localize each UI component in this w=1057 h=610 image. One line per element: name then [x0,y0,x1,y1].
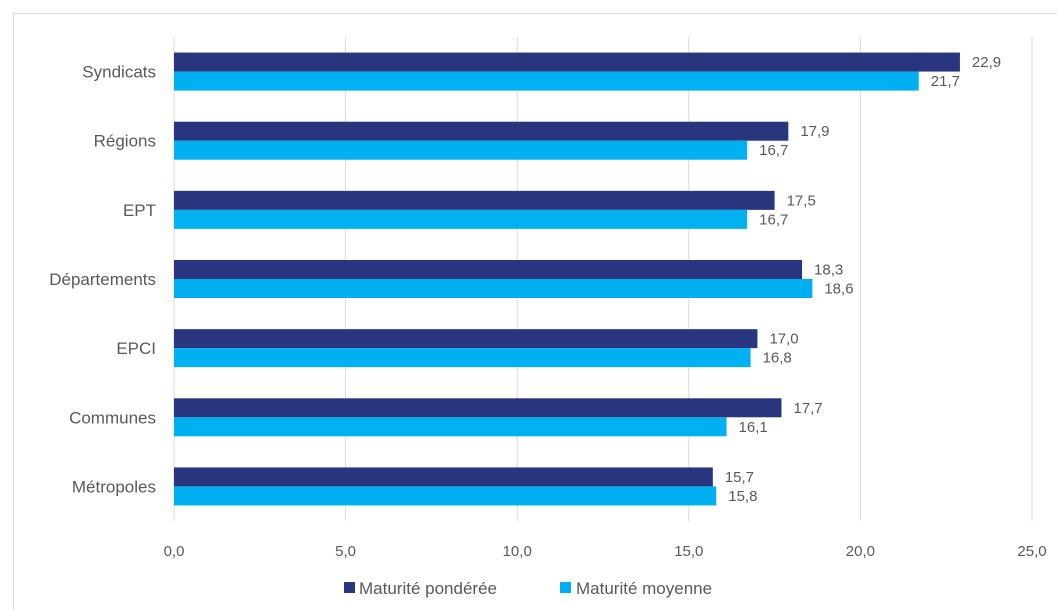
data-label: 16,7 [759,142,788,159]
bar [174,467,713,487]
category-label: Régions [94,132,156,151]
x-tick-label: 5,0 [335,543,356,560]
bar [174,398,782,418]
x-tick-label: 0,0 [164,543,185,560]
data-label: 18,3 [814,262,843,279]
data-label: 18,6 [824,281,853,298]
data-label: 17,0 [769,331,798,348]
x-tick-label: 25,0 [1017,543,1046,560]
bars [174,52,960,506]
data-label: 16,1 [739,419,768,436]
bar [174,329,758,349]
category-labels: Syndicats Régions EPT Départements EPCI Commu… [49,63,156,497]
legend-label-weighted: Maturité pondérée [359,579,497,598]
data-labels: 22,9 21,7 17,9 16,7 17,5 16,7 18,3 18,6 17,0 16,8… [725,54,1001,505]
data-label: 21,7 [931,73,960,90]
category-label: Syndicats [82,63,156,82]
x-tick-label: 15,0 [674,543,703,560]
data-label: 15,8 [728,488,757,505]
category-label: Départements [49,270,156,289]
category-label: EPT [123,201,156,220]
bar [174,190,775,210]
bar [174,121,789,141]
legend: Maturité pondérée Maturité moyenne [344,579,712,598]
bar [174,260,803,279]
bar [174,52,960,72]
legend-swatch-weighted [344,582,355,593]
category-label: Métropoles [72,477,156,496]
bar [174,486,717,506]
legend-label-average: Maturité moyenne [576,579,712,598]
x-tick-label: 20,0 [846,543,875,560]
data-label: 16,7 [759,211,788,228]
bar [174,348,751,368]
data-label: 17,5 [787,192,816,209]
data-label: 17,9 [800,123,829,140]
legend-swatch-average [560,582,571,593]
data-label: 15,7 [725,469,754,486]
data-label: 22,9 [972,54,1001,71]
x-tick-labels: 0,0 5,0 10,0 15,0 20,0 25,0 [164,543,1047,560]
bar [174,71,919,91]
data-label: 17,7 [793,400,822,417]
bar [174,209,748,229]
bar [174,140,748,160]
x-tick-label: 10,0 [503,543,532,560]
bar [174,279,813,298]
category-label: Communes [69,408,156,427]
category-label: EPCI [116,339,156,358]
data-label: 16,8 [763,350,792,367]
chart-frame [13,13,1057,610]
bar [174,417,727,437]
